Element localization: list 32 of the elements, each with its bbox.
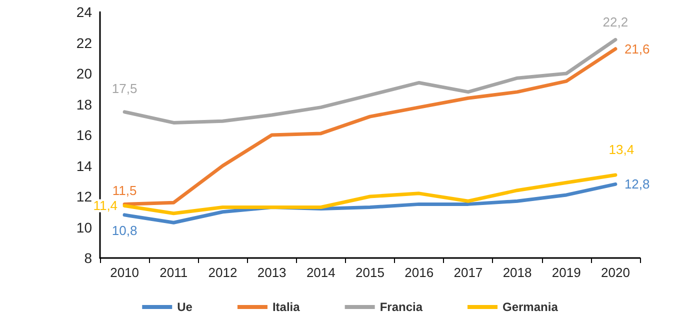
data-label: 21,6 (624, 41, 650, 56)
y-tick-label: 12 (76, 188, 92, 204)
data-label: 13,4 (608, 142, 634, 157)
x-tick-label: 2016 (404, 265, 434, 280)
x-tick-label: 2019 (552, 265, 581, 280)
x-tick-label: 2011 (160, 265, 188, 280)
y-tick-label: 22 (76, 34, 92, 51)
x-tick-label: 2010 (110, 265, 140, 280)
y-tick-label: 8 (84, 250, 92, 266)
x-tick-label: 2015 (356, 265, 384, 280)
x-tick-label: 2020 (600, 265, 630, 280)
data-label: 10,8 (112, 222, 138, 238)
y-tick-label: 10 (76, 219, 92, 236)
x-tick-label: 2014 (306, 265, 336, 280)
x-tick-label: 2017 (454, 265, 483, 280)
x-tick-label: 2013 (257, 265, 286, 280)
data-label: 17,5 (112, 80, 138, 96)
data-label: 11,4 (93, 198, 118, 214)
data-label: 22,2 (602, 14, 628, 30)
data-label: 11,5 (112, 183, 137, 198)
y-tick-label: 20 (76, 66, 92, 82)
y-tick-label: 24 (76, 4, 92, 20)
y-tick-label: 14 (76, 158, 92, 174)
legend-label: Germania (502, 300, 558, 314)
legend-label: Italia (272, 300, 300, 314)
x-tick-label: 2018 (502, 265, 532, 280)
y-tick-label: 18 (76, 96, 92, 112)
legend-label: Francia (380, 300, 423, 314)
legend-label: Ue (177, 300, 193, 314)
y-tick-label: 16 (76, 127, 92, 143)
data-label: 12,8 (624, 176, 650, 192)
x-tick-label: 2012 (208, 265, 238, 280)
